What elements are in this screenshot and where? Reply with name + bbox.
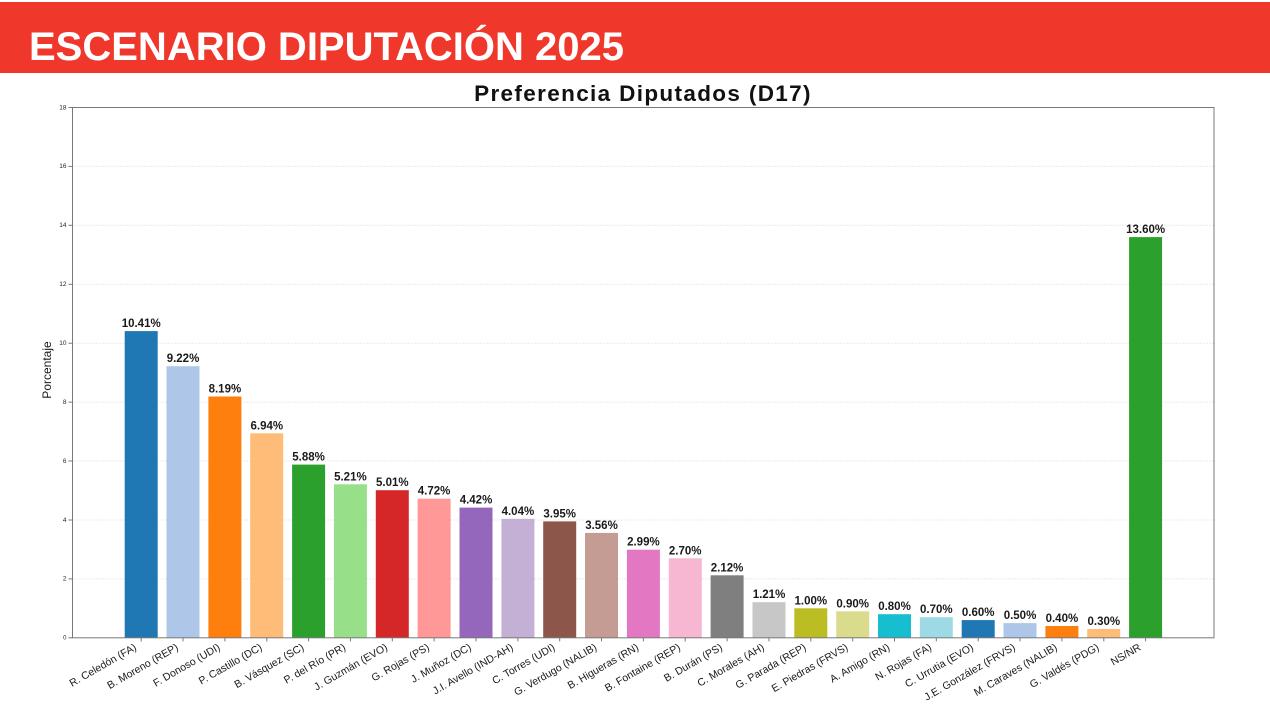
svg-text:0.60%: 0.60%: [962, 607, 995, 619]
svg-text:4.72%: 4.72%: [418, 486, 451, 498]
svg-text:2.70%: 2.70%: [669, 545, 702, 557]
svg-text:3.95%: 3.95%: [543, 508, 576, 520]
svg-text:8: 8: [63, 399, 67, 406]
svg-text:B. Vásquez (SC): B. Vásquez (SC): [232, 642, 306, 691]
svg-text:0.30%: 0.30%: [1087, 616, 1120, 628]
svg-text:6: 6: [63, 458, 67, 465]
svg-text:10: 10: [59, 340, 67, 347]
svg-text:B. Fontaine (REP): B. Fontaine (REP): [603, 642, 683, 695]
svg-text:18: 18: [59, 104, 67, 111]
svg-text:12: 12: [59, 281, 67, 288]
svg-text:0.40%: 0.40%: [1046, 613, 1079, 625]
svg-text:NS/NR: NS/NR: [1109, 641, 1144, 668]
svg-text:13.60%: 13.60%: [1126, 224, 1165, 236]
svg-text:5.88%: 5.88%: [292, 452, 325, 464]
svg-text:J. Guzmán (EVO): J. Guzmán (EVO): [312, 642, 390, 694]
svg-text:2: 2: [63, 576, 67, 583]
svg-text:R. Celedón (FA): R. Celedón (FA): [68, 642, 139, 690]
svg-text:8.19%: 8.19%: [209, 384, 242, 396]
svg-text:0.90%: 0.90%: [836, 598, 869, 610]
svg-text:1.21%: 1.21%: [753, 589, 786, 601]
svg-text:2.12%: 2.12%: [711, 562, 744, 574]
svg-text:2.99%: 2.99%: [627, 537, 660, 549]
svg-text:0.50%: 0.50%: [1004, 610, 1037, 622]
svg-text:6.94%: 6.94%: [250, 420, 283, 432]
svg-text:14: 14: [59, 222, 67, 229]
svg-text:0.80%: 0.80%: [878, 601, 911, 613]
svg-text:0.70%: 0.70%: [920, 604, 953, 616]
svg-text:5.01%: 5.01%: [376, 477, 409, 489]
svg-text:9.22%: 9.22%: [167, 353, 200, 365]
svg-text:4.42%: 4.42%: [460, 495, 493, 507]
svg-text:4: 4: [63, 517, 67, 524]
svg-text:5.21%: 5.21%: [334, 471, 367, 483]
svg-text:Porcentaje: Porcentaje: [40, 341, 54, 399]
svg-text:B. Moreno (REP): B. Moreno (REP): [105, 642, 180, 692]
svg-text:10.41%: 10.41%: [122, 318, 161, 330]
svg-text:4.04%: 4.04%: [502, 506, 535, 518]
svg-text:1.00%: 1.00%: [794, 595, 827, 607]
svg-text:Preferencia Diputados (D17): Preferencia Diputados (D17): [474, 81, 812, 106]
svg-text:0: 0: [63, 636, 67, 642]
svg-text:16: 16: [59, 163, 67, 170]
svg-text:3.56%: 3.56%: [585, 520, 618, 532]
